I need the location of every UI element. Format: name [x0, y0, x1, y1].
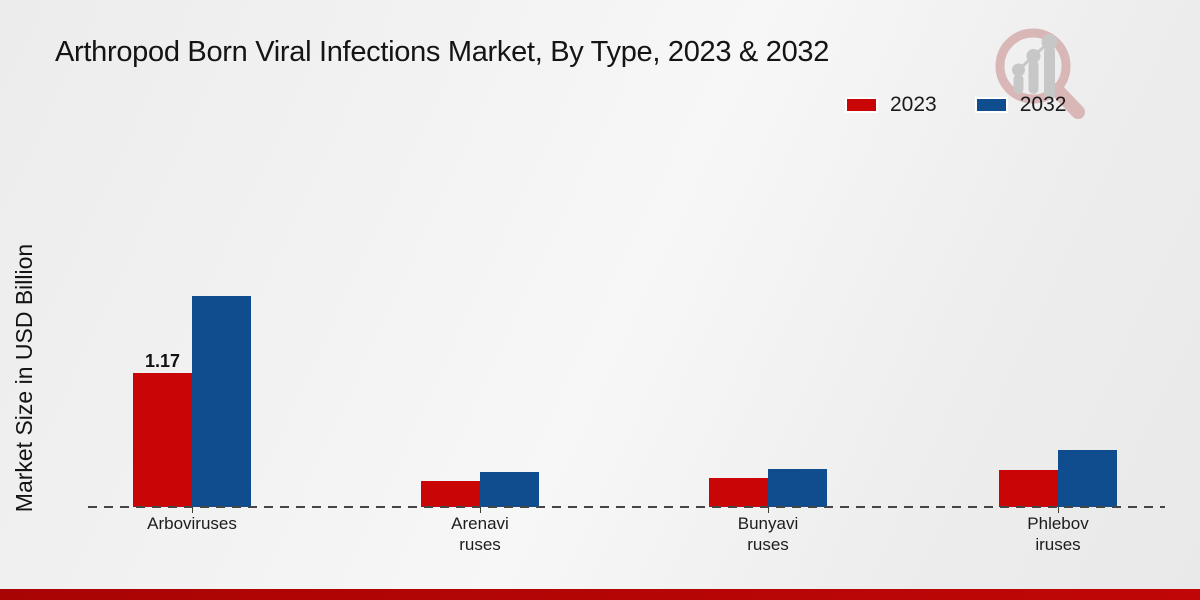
bar-2023-arenaviruses — [421, 481, 480, 507]
x-axis-tick — [768, 507, 769, 513]
category-label-phleboviruses: Phlebov iruses — [1027, 514, 1089, 554]
bar-2023-bunyaviruses — [709, 478, 768, 507]
bar-2023-arboviruses — [133, 373, 192, 507]
logo-bar-medium — [1028, 60, 1039, 94]
legend-label-2023: 2023 — [890, 93, 937, 116]
bar-2032-arboviruses — [192, 296, 251, 507]
x-axis-tick — [480, 507, 481, 513]
category-label-bunyaviruses: Bunyavi ruses — [737, 514, 799, 554]
logo-bar-tall — [1044, 46, 1055, 100]
legend: 2023 2032 — [845, 93, 1066, 117]
category-label-arenaviruses: Arenavi ruses — [451, 514, 509, 554]
logo-dot-1 — [1012, 63, 1025, 77]
footer-accent-bar — [0, 589, 1200, 600]
logo-dot-3 — [1041, 34, 1058, 50]
logo-bar-short — [1013, 74, 1024, 94]
category-label-arboviruses: Arboviruses — [147, 514, 237, 533]
legend-item-2023: 2023 — [845, 93, 937, 117]
legend-label-2032: 2032 — [1019, 93, 1067, 116]
x-axis-baseline — [88, 506, 1165, 508]
logo-dot-2 — [1026, 49, 1041, 63]
legend-item-2032: 2032 — [974, 93, 1067, 117]
x-axis-tick — [192, 507, 193, 513]
x-axis-tick — [1058, 507, 1059, 513]
legend-swatch-2023 — [845, 97, 878, 113]
chart-title: Arthropod Born Viral Infections Market, … — [55, 36, 830, 68]
bar-2032-arenaviruses — [480, 472, 539, 507]
magnifier-growth-chart-icon — [995, 28, 1085, 119]
bar-2023-phleboviruses — [999, 470, 1058, 507]
bar-2032-phleboviruses — [1058, 450, 1117, 507]
magnifier-ring — [995, 28, 1071, 104]
value-label-2023-arboviruses: 1.17 — [144, 351, 181, 371]
magnifier-handle — [1050, 83, 1085, 119]
legend-swatch-2032 — [974, 97, 1008, 113]
bar-2032-bunyaviruses — [768, 469, 827, 507]
